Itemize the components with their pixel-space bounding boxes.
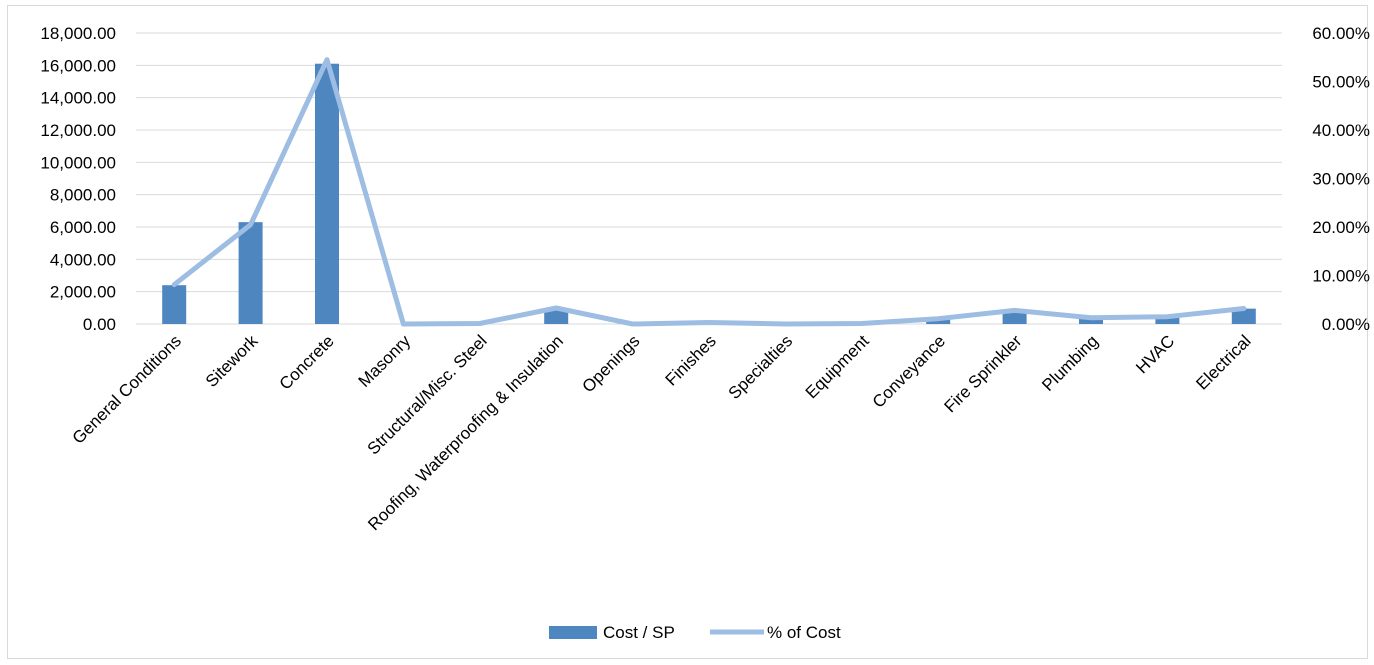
legend-swatch-cost (549, 626, 597, 639)
bar (926, 319, 951, 324)
percent-line (171, 57, 1247, 327)
left-axis-tick-label: 10,000.00 (40, 153, 116, 172)
left-axis-tick-label: 6,000.00 (50, 218, 116, 237)
right-axis-tick-label: 40.00% (1312, 121, 1370, 140)
bar (1002, 311, 1027, 324)
right-axis-tick-label: 60.00% (1312, 24, 1370, 43)
category-label: Equipment (802, 331, 873, 402)
right-axis-tick-label: 0.00% (1322, 315, 1370, 334)
legend-label-cost: Cost / SP (603, 623, 675, 642)
right-axis: 0.00% 10.00% 20.00% 30.00% 40.00% 50.00% 60.00… (1312, 24, 1370, 334)
right-axis-tick-label: 30.00% (1312, 170, 1370, 189)
left-axis-tick-label: 14,000.00 (40, 89, 116, 108)
category-label: Sitework (202, 331, 262, 391)
bar-series (162, 63, 1256, 324)
category-label: Conveyance (869, 331, 949, 411)
left-axis-tick-label: 16,000.00 (40, 56, 116, 75)
bar (544, 309, 569, 324)
category-axis: General Conditions Sitework Concrete Masonr… (69, 331, 1255, 534)
left-axis-tick-label: 2,000.00 (50, 283, 116, 302)
right-axis-tick-label: 50.00% (1312, 73, 1370, 92)
right-axis-tick-label: 10.00% (1312, 267, 1370, 286)
left-axis-tick-label: 4,000.00 (50, 250, 116, 269)
gridlines (136, 32, 1282, 325)
category-label: Fire Sprinkler (941, 331, 1026, 416)
category-label: Finishes (662, 331, 720, 389)
left-axis-tick-label: 12,000.00 (40, 121, 116, 140)
legend-label-percent: % of Cost (767, 623, 841, 642)
legend: Cost / SP % of Cost (549, 623, 841, 642)
category-label: Openings (579, 331, 644, 396)
right-axis-tick-label: 20.00% (1312, 218, 1370, 237)
bar (1155, 316, 1180, 324)
category-label: Masonry (355, 331, 415, 391)
left-axis-tick-label: 0.00 (83, 315, 116, 334)
bar (162, 285, 187, 324)
category-label: Specialties (725, 331, 797, 403)
bar (315, 63, 339, 324)
left-axis: 0.00 2,000.00 4,000.00 6,000.00 8,000.00 10,0… (40, 24, 116, 334)
bar (238, 222, 263, 324)
line-series (171, 57, 1247, 327)
left-axis-tick-label: 8,000.00 (50, 186, 116, 205)
category-label: Plumbing (1038, 331, 1102, 395)
category-label: Electrical (1192, 331, 1254, 393)
chart-frame (7, 5, 1368, 659)
bar (1079, 317, 1103, 324)
left-axis-tick-label: 18,000.00 (40, 24, 116, 43)
category-label: Concrete (276, 331, 338, 393)
category-label: General Conditions (69, 331, 185, 447)
category-label: HVAC (1132, 331, 1178, 377)
bar (1231, 308, 1256, 324)
